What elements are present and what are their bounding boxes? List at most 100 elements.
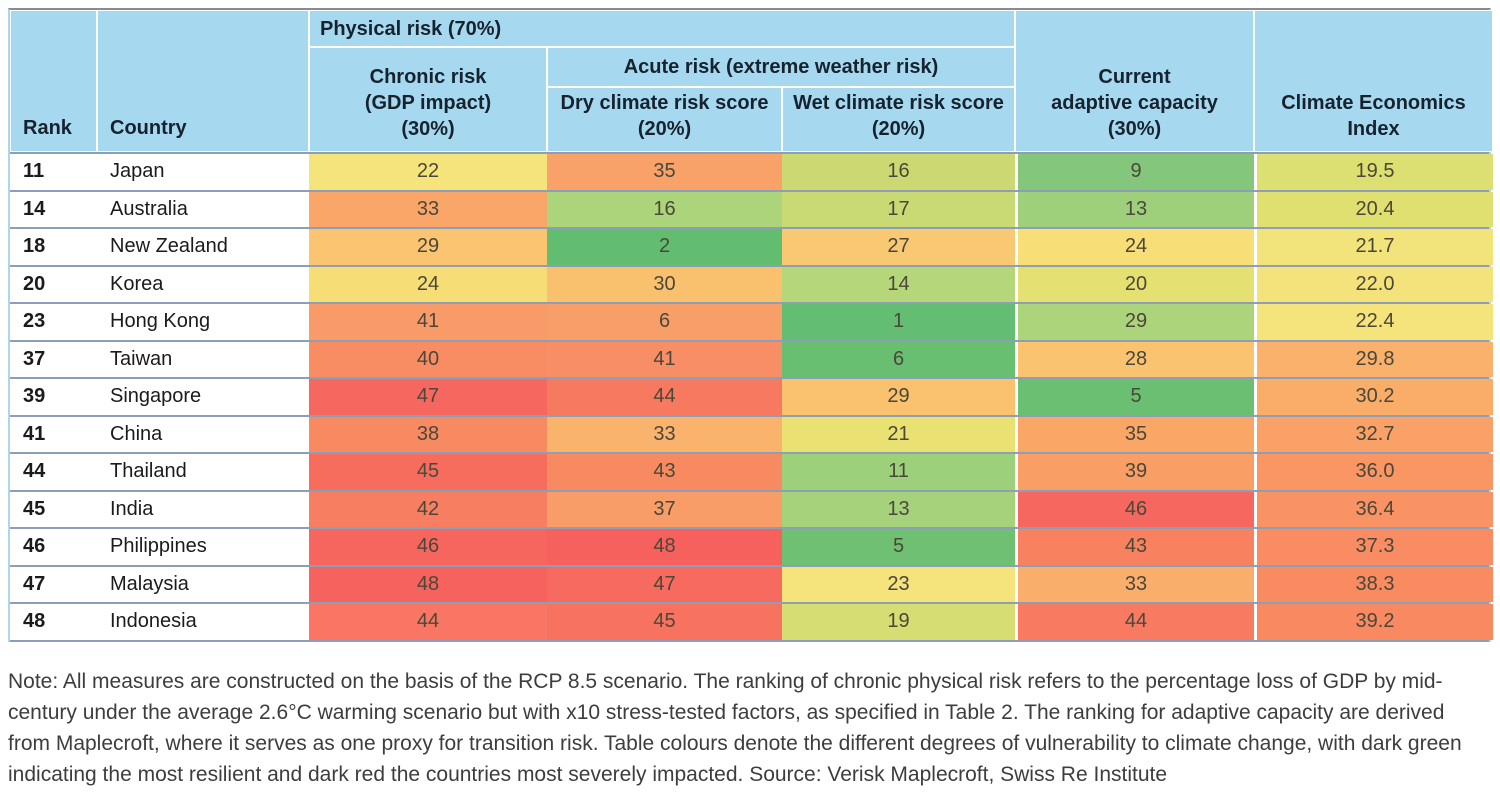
score-cell-cei: 36.0 [1254,454,1493,490]
table-body: 11 Japan 22 35 16 9 19.5 14 Australia 33 16 17 13 20.… [10,152,1493,642]
score-cell-adaptive: 44 [1015,604,1254,640]
row-rank: 41 [10,416,97,452]
score-cell-wet: 21 [782,416,1015,452]
score-cell-wet: 13 [782,491,1015,527]
score-cell-cei: 36.4 [1254,491,1493,527]
table-row: 11 Japan 22 35 16 9 19.5 [10,152,1493,190]
score-cell-wet: 19 [782,604,1015,640]
score-cell-cei: 39.2 [1254,604,1493,640]
score-cell-dry: 43 [547,454,782,490]
row-country: Thailand [97,454,309,490]
table-row: 37 Taiwan 40 41 6 28 29.8 [10,339,1493,377]
row-country: Hong Kong [97,304,309,340]
score-cell-cei: 37.3 [1254,529,1493,565]
score-cell-adaptive: 35 [1015,416,1254,452]
score-cell-dry: 45 [547,604,782,640]
header-dry-climate-risk: Dry climate risk score (20%) [547,87,782,152]
score-cell-adaptive: 33 [1015,566,1254,602]
row-country: Korea [97,266,309,302]
score-cell-wet: 17 [782,191,1015,227]
score-cell-cei: 32.7 [1254,416,1493,452]
score-cell-dry: 41 [547,341,782,377]
table-row: 45 India 42 37 13 46 36.4 [10,489,1493,527]
table-row: 47 Malaysia 48 47 23 33 38.3 [10,564,1493,602]
score-cell-dry: 6 [547,304,782,340]
score-cell-adaptive: 9 [1015,154,1254,190]
row-rank: 44 [10,454,97,490]
score-cell-chronic: 46 [309,529,547,565]
score-cell-adaptive: 13 [1015,191,1254,227]
header-wet-climate-risk: Wet climate risk score (20%) [782,87,1015,152]
score-cell-cei: 20.4 [1254,191,1493,227]
score-cell-wet: 16 [782,154,1015,190]
score-cell-cei: 21.7 [1254,229,1493,265]
score-cell-dry: 2 [547,229,782,265]
score-cell-dry: 37 [547,491,782,527]
score-cell-adaptive: 39 [1015,454,1254,490]
score-cell-adaptive: 20 [1015,266,1254,302]
score-cell-adaptive: 28 [1015,341,1254,377]
score-cell-wet: 11 [782,454,1015,490]
score-cell-adaptive: 46 [1015,491,1254,527]
row-rank: 39 [10,379,97,415]
row-country: New Zealand [97,229,309,265]
score-cell-chronic: 22 [309,154,547,190]
score-cell-cei: 30.2 [1254,379,1493,415]
score-cell-chronic: 44 [309,604,547,640]
score-cell-dry: 35 [547,154,782,190]
header-physical-risk: Physical risk (70%) [309,10,1015,47]
score-cell-cei: 22.0 [1254,266,1493,302]
score-cell-adaptive: 5 [1015,379,1254,415]
score-cell-chronic: 33 [309,191,547,227]
row-rank: 14 [10,191,97,227]
row-country: Indonesia [97,604,309,640]
table-row: 39 Singapore 47 44 29 5 30.2 [10,377,1493,415]
score-cell-wet: 23 [782,566,1015,602]
row-country: Japan [97,154,309,190]
table-row: 23 Hong Kong 41 6 1 29 22.4 [10,302,1493,340]
row-rank: 37 [10,341,97,377]
score-cell-chronic: 24 [309,266,547,302]
row-rank: 23 [10,304,97,340]
score-cell-chronic: 42 [309,491,547,527]
row-rank: 20 [10,266,97,302]
score-cell-wet: 5 [782,529,1015,565]
score-cell-wet: 14 [782,266,1015,302]
score-cell-cei: 19.5 [1254,154,1493,190]
header-acute-risk: Acute risk (extreme weather risk) [547,47,1015,87]
score-cell-wet: 6 [782,341,1015,377]
table-header: Rank Country Physical risk (70%) Chronic… [10,10,1493,152]
header-country: Country [97,10,309,152]
climate-risk-table: Rank Country Physical risk (70%) Chronic… [8,8,1493,642]
table-row: 41 China 38 33 21 35 32.7 [10,414,1493,452]
table-row: 20 Korea 24 30 14 20 22.0 [10,264,1493,302]
score-cell-cei: 29.8 [1254,341,1493,377]
score-cell-adaptive: 24 [1015,229,1254,265]
score-cell-wet: 27 [782,229,1015,265]
header-climate-economics-index: Climate Economics Index [1254,10,1493,152]
table-note: Note: All measures are constructed on th… [8,669,1462,786]
row-rank: 47 [10,566,97,602]
score-cell-wet: 29 [782,379,1015,415]
row-country: India [97,491,309,527]
row-rank: 45 [10,491,97,527]
score-cell-adaptive: 29 [1015,304,1254,340]
header-chronic-risk: Chronic risk (GDP impact) (30%) [309,47,547,152]
row-country: Singapore [97,379,309,415]
score-cell-chronic: 40 [309,341,547,377]
score-cell-wet: 1 [782,304,1015,340]
score-cell-dry: 16 [547,191,782,227]
row-country: Philippines [97,529,309,565]
score-cell-chronic: 47 [309,379,547,415]
header-rank: Rank [10,10,97,152]
score-cell-chronic: 29 [309,229,547,265]
table-row: 14 Australia 33 16 17 13 20.4 [10,189,1493,227]
table-row: 46 Philippines 46 48 5 43 37.3 [10,527,1493,565]
score-cell-chronic: 45 [309,454,547,490]
score-cell-adaptive: 43 [1015,529,1254,565]
table-row: 44 Thailand 45 43 11 39 36.0 [10,452,1493,490]
header-adaptive-capacity: Current adaptive capacity (30%) [1015,10,1254,152]
score-cell-chronic: 38 [309,416,547,452]
row-rank: 48 [10,604,97,640]
table-row: 48 Indonesia 44 45 19 44 39.2 [10,602,1493,640]
